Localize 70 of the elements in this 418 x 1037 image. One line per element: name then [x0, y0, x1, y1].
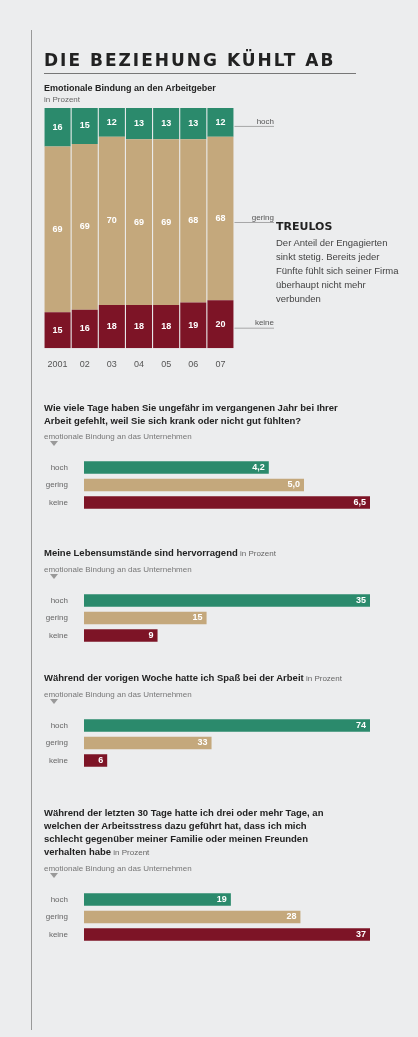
y-axis-title: emotionale Bindung an das Unternehmen — [44, 690, 193, 699]
x-tick-label: 05 — [161, 359, 172, 370]
data-label: 12 — [106, 116, 117, 127]
data-label: 19 — [216, 894, 227, 905]
data-label: 15 — [79, 120, 90, 131]
data-label: 9 — [148, 629, 154, 640]
data-label: 74 — [355, 720, 366, 731]
y-axis-title: emotionale Bindung an das Unternehmen — [44, 864, 193, 873]
data-label: 12 — [215, 116, 226, 127]
y-tick-label: gering — [45, 912, 68, 922]
chart-subtitle: in Prozent — [238, 549, 276, 558]
data-label: 4,2 — [252, 462, 265, 473]
data-label: 20 — [215, 318, 226, 329]
data-label: 5,0 — [287, 479, 300, 490]
data-label: 6,5 — [353, 496, 366, 507]
x-tick-label: 04 — [133, 359, 145, 370]
x-tick-label: 03 — [106, 359, 117, 370]
data-label: 16 — [52, 121, 63, 132]
y-tick-label: keine — [48, 497, 69, 507]
data-label: 13 — [161, 118, 172, 129]
y-tick-label: hoch — [50, 462, 68, 472]
data-label: 33 — [197, 737, 208, 748]
data-label: 18 — [161, 321, 172, 332]
data-label: 19 — [188, 319, 199, 330]
x-tick-label: 07 — [215, 359, 226, 370]
data-label: 6 — [98, 754, 104, 765]
chart-subtitle: in Prozent — [304, 674, 342, 683]
data-label: 68 — [215, 212, 226, 223]
y-tick-label: gering — [45, 480, 68, 490]
y-tick-label: hoch — [50, 894, 68, 904]
y-tick-label: hoch — [50, 720, 68, 730]
data-label: 69 — [133, 216, 145, 227]
text: hoch — [256, 116, 274, 126]
data-label: 35 — [355, 595, 366, 606]
text: Der Anteil der Engagierten sinkt stetig. Bereits jeder Fünfte fühlt sich seiner Firma überhaupt nicht mehr verbunden — [276, 236, 400, 306]
data-label: 69 — [52, 223, 63, 234]
data-label: 28 — [286, 911, 297, 922]
x-tick-label: 02 — [79, 359, 90, 370]
data-label: 69 — [79, 221, 90, 232]
text: TREULOS — [276, 220, 334, 234]
y-tick-label: gering — [45, 738, 68, 748]
x-tick-label: 2001 — [47, 359, 68, 370]
data-label: 68 — [188, 215, 199, 226]
chart-title: Meine Lebensumstände sind hervorragend — [44, 547, 238, 558]
chart-title: Während der vorigen Woche hatte ich Spaß bei der Arbeit — [44, 672, 304, 683]
data-label: 16 — [79, 323, 90, 334]
data-label: 70 — [106, 215, 117, 226]
y-axis-title: emotionale Bindung an das Unternehmen — [44, 432, 193, 441]
data-label: 13 — [188, 118, 199, 129]
y-tick-label: keine — [48, 929, 69, 939]
y-axis-title: emotionale Bindung an das Unternehmen — [44, 565, 193, 574]
y-axis-title: in Prozent — [44, 95, 82, 104]
data-label: 15 — [52, 324, 63, 335]
text: keine — [254, 318, 275, 328]
data-label: 69 — [161, 216, 172, 227]
data-label: 18 — [133, 321, 145, 332]
y-tick-label: keine — [48, 630, 69, 640]
chart-subtitle: Emotionale Bindung an den Arbeitgeber — [44, 82, 217, 95]
x-tick-label: 06 — [188, 359, 199, 370]
text: gering — [251, 212, 274, 222]
y-tick-label: gering — [45, 613, 68, 623]
chart-title: DIE BEZIEHUNG KÜHLT AB — [44, 50, 356, 74]
data-label: 18 — [106, 321, 117, 332]
data-label: 37 — [355, 928, 366, 939]
y-tick-label: hoch — [50, 595, 68, 605]
data-label: 13 — [133, 118, 145, 129]
data-label: 15 — [192, 612, 203, 623]
chart-title: Wie viele Tage haben Sie ungefähr im vergangenen Jahr bei Ihrer Arbeit gefehlt, weil Sie sich krank oder nicht gut fühlten? — [44, 401, 339, 427]
y-tick-label: keine — [48, 755, 69, 765]
chart-subtitle: in Prozent — [112, 848, 150, 857]
